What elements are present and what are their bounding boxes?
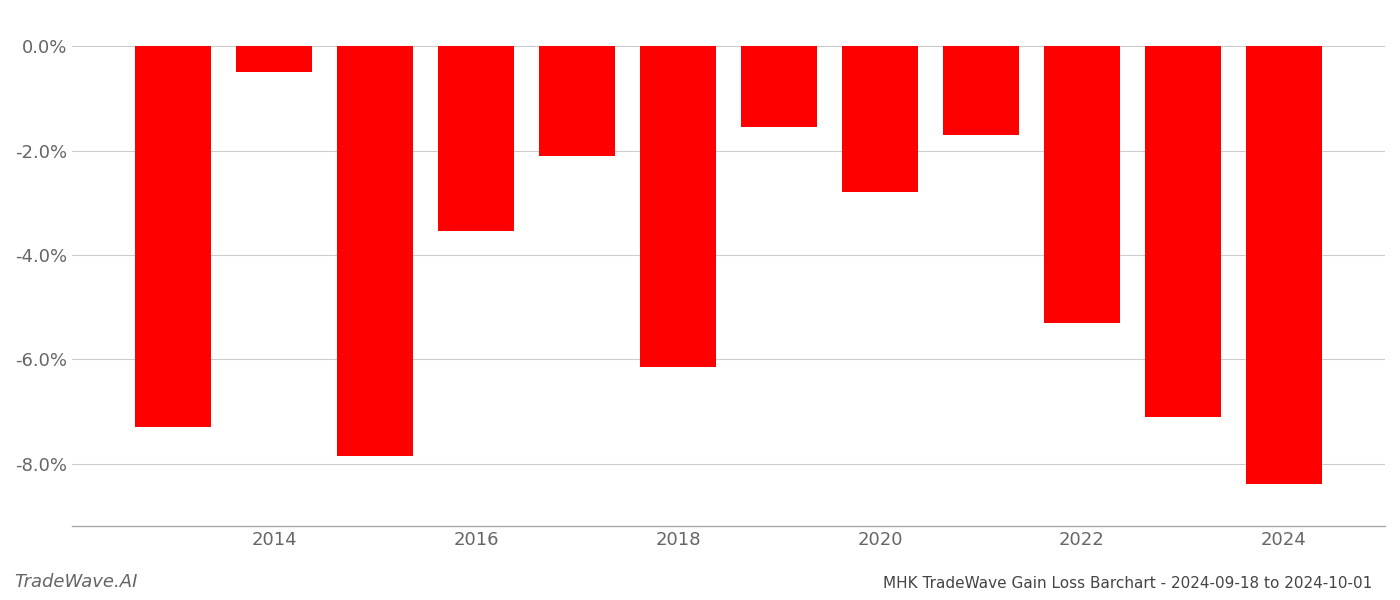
Bar: [337, 46, 413, 456]
Bar: [1246, 46, 1322, 484]
Bar: [944, 46, 1019, 135]
Text: TradeWave.AI: TradeWave.AI: [14, 573, 137, 591]
Bar: [237, 46, 312, 73]
Bar: [741, 46, 816, 127]
Text: MHK TradeWave Gain Loss Barchart - 2024-09-18 to 2024-10-01: MHK TradeWave Gain Loss Barchart - 2024-…: [883, 576, 1372, 591]
Bar: [1044, 46, 1120, 323]
Bar: [136, 46, 211, 427]
Bar: [843, 46, 918, 193]
Bar: [640, 46, 715, 367]
Bar: [539, 46, 615, 156]
Bar: [1145, 46, 1221, 416]
Bar: [438, 46, 514, 232]
